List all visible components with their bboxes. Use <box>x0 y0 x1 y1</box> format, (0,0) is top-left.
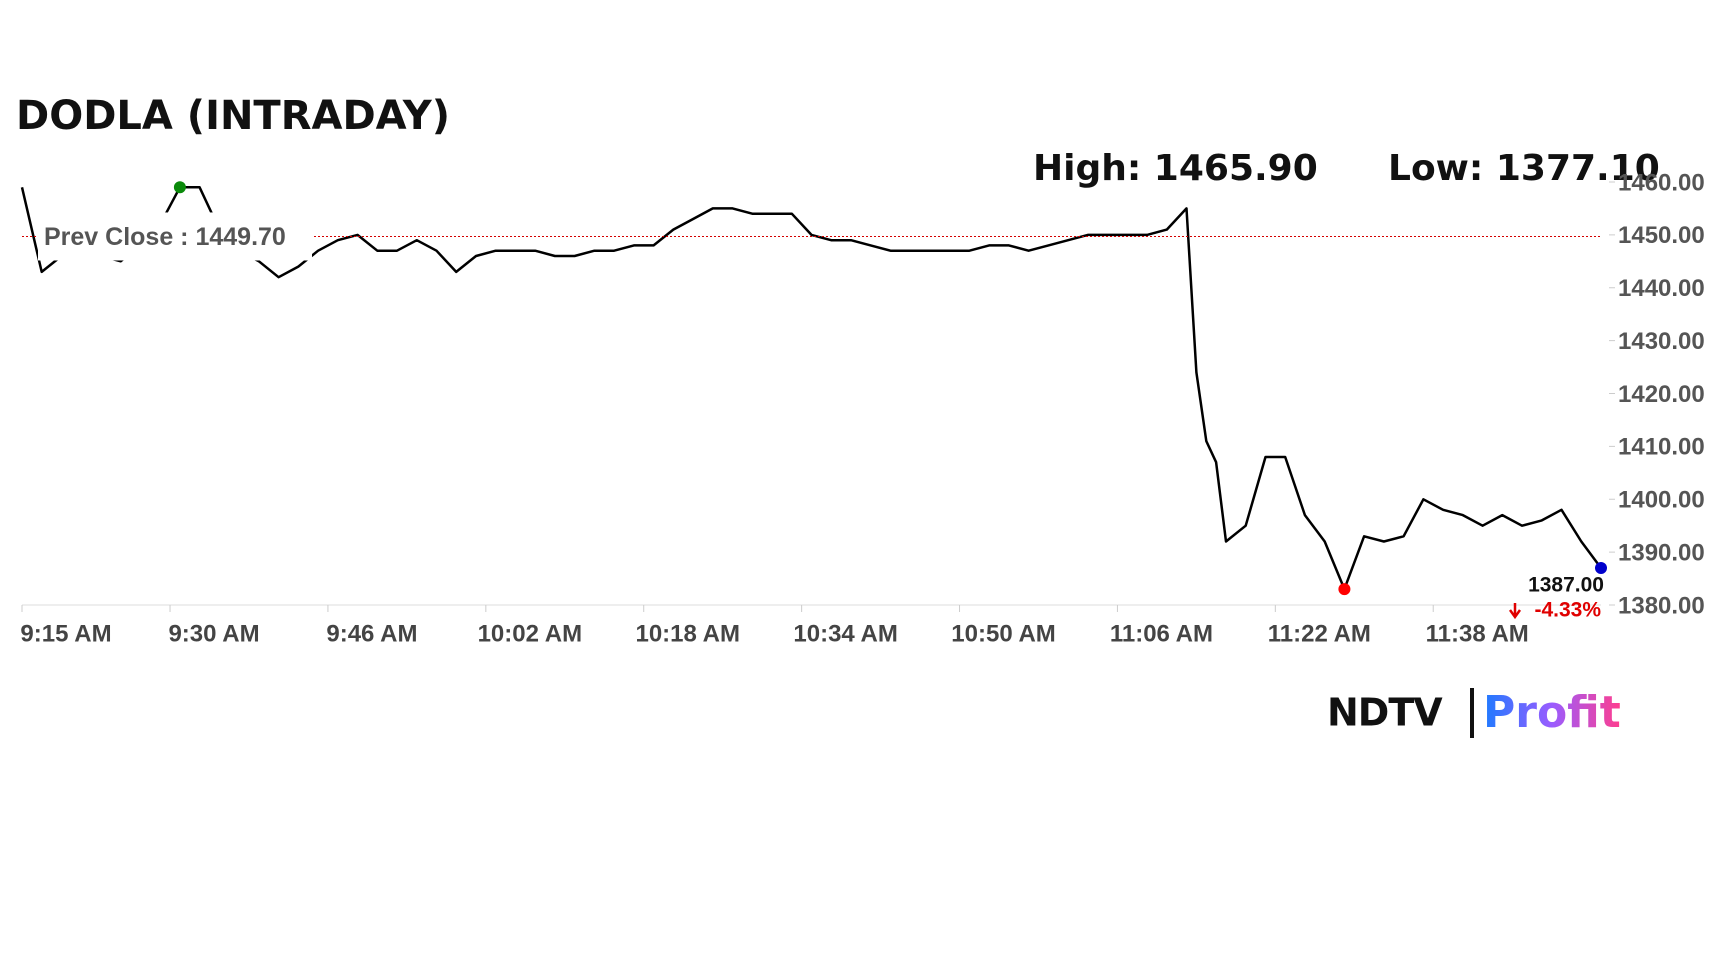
y-tick-label: 1420.00 <box>1618 381 1705 408</box>
prev-close-box <box>38 212 312 261</box>
low-marker <box>1338 583 1351 596</box>
logo-profit: Profit <box>1483 687 1621 738</box>
x-tick-label: 11:22 AM <box>1268 620 1371 647</box>
logo: NDTV Profit <box>1327 687 1621 738</box>
x-tick-label: 10:34 AM <box>793 620 897 647</box>
plot-area: 1380.00 1390.00 1400.00 1410.00 1420.00 1430.… <box>20 169 1704 647</box>
x-tick-label: 10:50 AM <box>951 620 1055 647</box>
last-marker <box>1595 561 1607 574</box>
x-tick-label: 11:38 AM <box>1426 620 1529 647</box>
y-tick-label: 1450.00 <box>1618 222 1705 249</box>
high-label: High: 1465.90 <box>1033 148 1318 189</box>
y-tick-label: 1400.00 <box>1618 487 1705 514</box>
last-price-label: 1387.00 <box>1528 574 1604 597</box>
chart-title: DODLA (INTRADAY) <box>16 93 450 139</box>
x-tick-label: 11:06 AM <box>1110 620 1213 647</box>
x-tick-label: 10:18 AM <box>635 620 739 647</box>
prev-close-label: Prev Close : 1449.70 <box>44 223 286 251</box>
change-label: -4.33% <box>1534 599 1601 622</box>
price-line <box>20 186 1603 591</box>
x-tick-label: 9:15 AM <box>20 620 111 647</box>
x-tick-label: 9:46 AM <box>326 620 417 647</box>
down-arrow <box>1508 603 1522 620</box>
logo-divider <box>1470 688 1474 738</box>
x-tick-label: 10:02 AM <box>478 620 582 647</box>
y-tick-label: 1390.00 <box>1618 539 1705 566</box>
x-tick-label: 9:30 AM <box>168 620 259 647</box>
y-tick-label: 1460.00 <box>1618 169 1705 196</box>
logo-ndtv: NDTV <box>1327 691 1443 735</box>
y-tick-label: 1440.00 <box>1618 275 1705 302</box>
high-marker <box>173 181 186 194</box>
y-tick-label: 1430.00 <box>1618 328 1705 355</box>
y-tick-label: 1410.00 <box>1618 434 1705 461</box>
y-tick-label: 1380.00 <box>1618 592 1705 619</box>
